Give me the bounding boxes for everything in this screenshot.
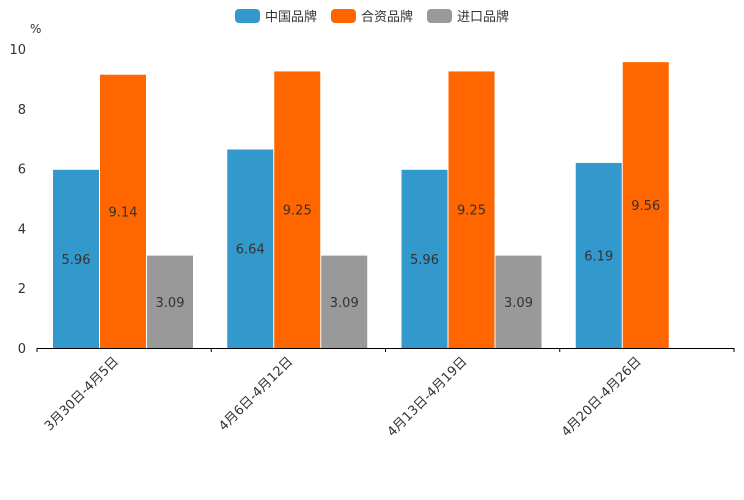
bar-value-label: 6.19 (584, 249, 613, 264)
bar-value-label: 3.09 (156, 296, 185, 311)
x-tick-label: 4月13日-4月19日 (385, 354, 471, 440)
bar-value-label: 9.25 (283, 204, 312, 219)
legend: 中国品牌 合资品牌 进口品牌 (0, 6, 744, 25)
y-tick-label: 10 (9, 43, 26, 58)
legend-swatch-joint-venture (330, 8, 356, 23)
legend-label-imported: 进口品牌 (457, 10, 510, 25)
bar-1-2 (448, 71, 495, 349)
bar-0-1 (227, 149, 274, 348)
bar-1-0 (100, 74, 146, 349)
bar-0-0 (53, 169, 99, 348)
bar-value-label: 5.96 (410, 253, 439, 268)
legend-swatch-domestic (234, 8, 260, 23)
y-tick-label: 2 (18, 282, 26, 297)
bar-1-1 (274, 71, 321, 349)
y-tick-label: 4 (18, 222, 26, 237)
x-tick-label: 3月30日-4月5日 (42, 354, 122, 434)
legend-swatch-imported (427, 8, 452, 23)
bar-value-label: 3.09 (504, 296, 533, 311)
bar-value-label: 9.56 (631, 199, 660, 214)
legend-label-domestic: 中国品牌 (264, 10, 317, 25)
bar-value-label: 9.14 (109, 205, 138, 220)
y-tick-label: 8 (18, 103, 26, 118)
bar-2-0 (147, 255, 193, 348)
bar-value-label: 6.64 (236, 243, 265, 258)
bar-2-2 (495, 255, 542, 348)
y-tick-label: 0 (18, 342, 26, 357)
x-tick-label: 4月20日-4月26日 (559, 354, 645, 440)
legend-item-joint-venture[interactable]: 合资品牌 (330, 6, 413, 25)
bar-value-label: 9.25 (457, 204, 486, 219)
legend-item-domestic[interactable]: 中国品牌 (234, 6, 317, 25)
x-tick-label: 4月6日-4月12日 (216, 354, 296, 434)
bar-1-3 (622, 62, 669, 348)
bar-0-2 (401, 169, 448, 348)
legend-item-imported[interactable]: 进口品牌 (427, 6, 509, 25)
y-axis-unit-label: % (30, 22, 41, 36)
legend-label-joint-venture: 合资品牌 (360, 10, 413, 25)
bar-value-label: 5.96 (62, 253, 91, 268)
bar-0-3 (575, 162, 622, 348)
bar-value-label: 3.09 (330, 296, 359, 311)
bar-2-1 (321, 255, 368, 348)
y-tick-label: 6 (18, 163, 26, 178)
